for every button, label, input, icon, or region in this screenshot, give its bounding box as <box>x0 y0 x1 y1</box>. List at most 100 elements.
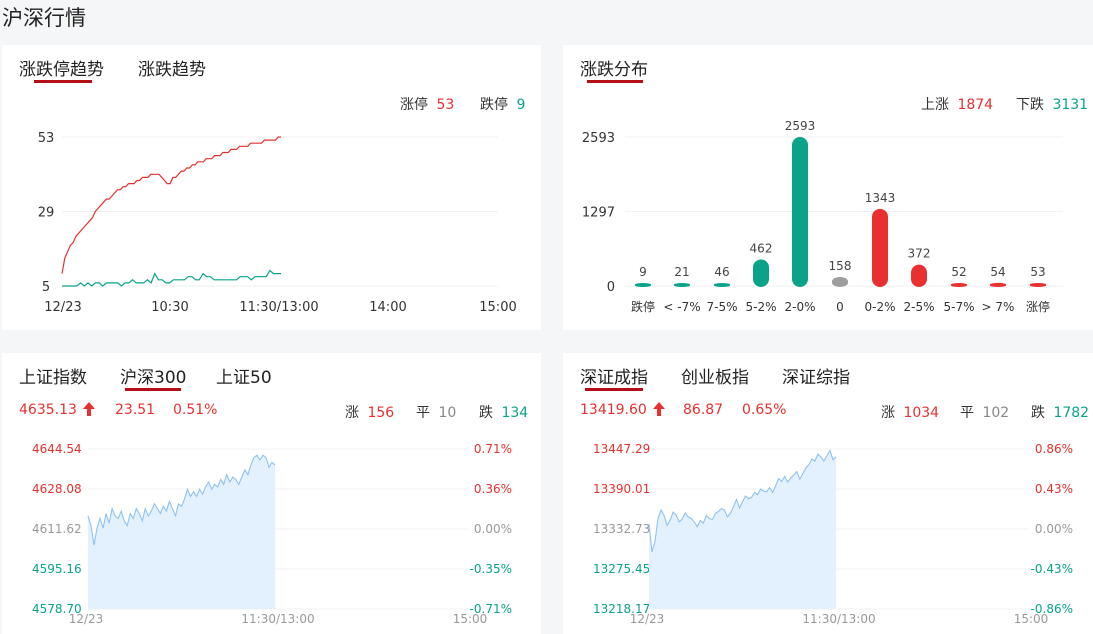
y-tick-label-right: -0.71% <box>470 602 512 616</box>
bar <box>1030 282 1046 287</box>
data-label: 52 <box>951 265 966 279</box>
tab-sse50[interactable]: 上证50 <box>216 368 272 388</box>
bar <box>635 283 651 287</box>
flat-count: 102 <box>982 405 1010 421</box>
index-price-value: 13419.60 <box>580 402 647 418</box>
y-tick-label-right: -0.43% <box>1031 562 1073 576</box>
fall-label: 跌 <box>1031 405 1045 421</box>
tab-distribution[interactable]: 涨跌分布 <box>580 60 648 80</box>
y-tick-label-left: 13390.01 <box>593 482 650 496</box>
x-tick-label: 0-2% <box>864 300 895 314</box>
index-change-pct: 0.65% <box>742 402 787 418</box>
up-count: 1874 <box>957 97 994 113</box>
data-label: 46 <box>714 265 729 279</box>
index-panel-left: 上证指数 沪深300 上证50 4635.13 23.51 0.51% 涨 15… <box>2 353 541 634</box>
bar <box>832 276 848 287</box>
tab-rise-fall-trend[interactable]: 涨跌趋势 <box>138 60 206 80</box>
bar <box>674 283 690 287</box>
series-line-limit-up <box>61 136 281 274</box>
index-price: 13419.60 <box>580 402 666 418</box>
distribution-chart: 2593 1297 0 9 跌停 21 < -7% 46 7-5% 462 5-2% 2593 2-0%… <box>582 119 1063 314</box>
fall-label: 跌 <box>479 405 493 421</box>
tab-chinext[interactable]: 创业板指 <box>681 368 749 388</box>
y-tick-label-right: 0.71% <box>474 442 512 456</box>
bar <box>872 208 888 287</box>
up-arrow-icon <box>653 402 666 416</box>
y-tick-label-left: 13447.29 <box>593 442 650 456</box>
bar <box>753 259 769 287</box>
series-line <box>648 449 837 553</box>
y-tick-label: 2593 <box>582 131 615 146</box>
fall-count: 134 <box>501 405 529 421</box>
y-tick-label-left: 13218.17 <box>593 602 650 616</box>
tab-szse-composite[interactable]: 深证综指 <box>782 368 850 388</box>
limit-down-label: 跌停 <box>480 97 508 113</box>
x-tick-label: > 7% <box>982 300 1015 314</box>
data-label: 53 <box>1030 265 1045 279</box>
index-panel-right: 深证成指 创业板指 深证综指 13419.60 86.87 0.65% 涨 10… <box>563 353 1093 634</box>
tab-csi300[interactable]: 沪深300 <box>120 368 187 388</box>
tab-szse-component[interactable]: 深证成指 <box>580 368 648 388</box>
active-tab-underline <box>125 388 181 391</box>
down-count: 3131 <box>1052 97 1089 113</box>
bar <box>951 283 967 287</box>
bar <box>990 282 1006 287</box>
x-tick-label: 15:00 <box>479 300 516 315</box>
y-tick-label-left: 4628.08 <box>32 482 82 496</box>
y-tick-label-right: -0.35% <box>470 562 512 576</box>
x-tick-label: 10:30 <box>151 300 188 315</box>
data-label: 372 <box>908 247 931 261</box>
tab-sse-composite[interactable]: 上证指数 <box>19 368 87 388</box>
y-tick-label-right: 0.00% <box>1035 522 1073 536</box>
series-line-limit-down <box>62 269 281 287</box>
flat-stat: 平 102 <box>960 402 1009 422</box>
data-label: 9 <box>639 265 647 279</box>
flat-stat: 平 10 <box>416 402 456 422</box>
rise-label: 涨 <box>881 405 895 421</box>
x-tick-label: 11:30/13:00 <box>239 300 318 315</box>
area-fill <box>649 450 836 609</box>
tab-limit-trend[interactable]: 涨跌停趋势 <box>19 60 104 80</box>
series-line <box>87 454 276 546</box>
x-tick-label: 11:30/13:00 <box>802 612 875 626</box>
page-title: 沪深行情 <box>2 6 86 30</box>
x-tick-label: < -7% <box>663 300 700 314</box>
data-label: 21 <box>674 265 689 279</box>
y-tick-label: 53 <box>38 131 55 146</box>
data-label: 1343 <box>865 191 896 205</box>
data-label: 462 <box>750 241 773 255</box>
rise-stat: 涨 156 <box>345 402 394 422</box>
index-price: 4635.13 <box>19 402 96 418</box>
data-label: 158 <box>829 259 852 273</box>
up-stat: 上涨 1874 <box>921 94 993 114</box>
x-tick-label: 5-7% <box>943 300 974 314</box>
x-tick-label: 15:00 <box>453 612 488 626</box>
y-tick-label: 1297 <box>582 205 615 220</box>
x-tick-label: 0 <box>836 300 844 314</box>
index-change: 86.87 <box>683 402 724 418</box>
x-tick-label: 7-5% <box>706 300 737 314</box>
y-tick-label-left: 4578.70 <box>32 602 82 616</box>
x-tick-label: 涨停 <box>1026 299 1050 314</box>
limit-trend-chart: 53 29 5 12/23 10:30 11:30/13:00 14:00 15:00 <box>38 131 517 315</box>
y-tick-label: 29 <box>38 206 55 221</box>
flat-label: 平 <box>960 405 974 421</box>
x-tick-label: 15:00 <box>1014 612 1049 626</box>
limit-up-label: 涨停 <box>400 97 428 113</box>
limit-up-stat: 涨停 53 <box>400 94 454 114</box>
y-tick-label-right: -0.86% <box>1031 602 1073 616</box>
index-chart-right: 13447.29 0.86% 13390.01 0.43% 13332.73 0.00% 1… <box>593 442 1073 626</box>
y-tick-label-left: 4595.16 <box>32 562 82 576</box>
y-tick-label-right: 0.86% <box>1035 442 1073 456</box>
x-tick-label: 14:00 <box>369 300 406 315</box>
limit-up-count: 53 <box>436 97 455 113</box>
up-label: 上涨 <box>921 97 949 113</box>
limit-down-stat: 跌停 9 <box>480 94 525 114</box>
y-tick-label: 0 <box>607 280 615 295</box>
y-tick-label-right: 0.43% <box>1035 482 1073 496</box>
bar <box>714 283 730 287</box>
active-tab-underline <box>587 80 643 83</box>
data-label: 2593 <box>785 119 816 133</box>
y-tick-label-left: 4644.54 <box>32 442 82 456</box>
data-label: 54 <box>990 265 1005 279</box>
